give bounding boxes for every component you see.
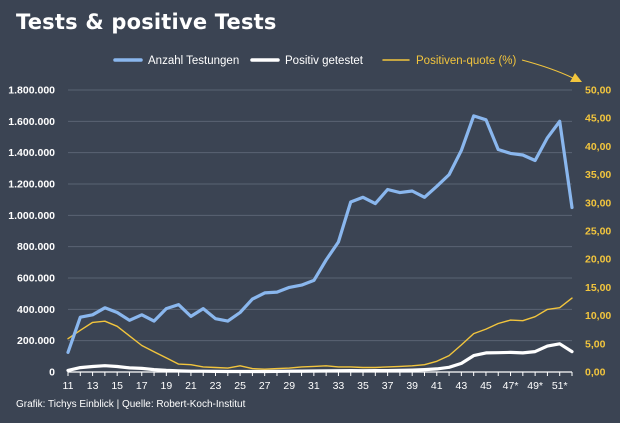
right-tick-label: 15,00 (585, 282, 611, 294)
x-tick-label: 19 (160, 380, 172, 392)
legend-label: Anzahl Testungen (148, 55, 239, 67)
legend-arrow-line (521, 59, 574, 79)
left-tick-label: 200.000 (17, 335, 55, 347)
right-tick-label: 20,00 (585, 254, 611, 266)
series-line-1 (66, 114, 574, 354)
right-tick-label: 5,00 (585, 338, 606, 350)
chart-title: Tests & positive Tests (16, 10, 277, 34)
source-note: Grafik: Tichys Einblick | Quelle: Robert… (16, 399, 246, 410)
x-tick-label: 31 (308, 380, 320, 392)
right-tick-label: 35,00 (585, 169, 611, 181)
right-tick-label: 50,00 (585, 85, 611, 97)
left-tick-label: 1.800.000 (8, 85, 55, 97)
x-tick-label: 51* (552, 380, 568, 392)
x-axis: 11 13 15 17 19 21 23 25 27 29 31 33 35 37 39 41 43 45 47* 4… (63, 371, 573, 392)
x-tick-label: 27 (259, 380, 271, 392)
x-tick-label: 33 (333, 380, 345, 392)
x-tick-label: 29 (283, 380, 295, 392)
legend-arrow-head (570, 73, 582, 82)
left-tick-label: 1.600.000 (8, 116, 55, 128)
series-line-3 (67, 297, 573, 370)
x-tick-label: 35 (357, 380, 369, 392)
series-line-2 (66, 342, 574, 374)
right-tick-label: 40,00 (585, 141, 611, 153)
right-tick-label: 30,00 (585, 197, 611, 209)
x-tick-label: 47* (503, 380, 519, 392)
x-tick-label: 23 (210, 380, 222, 392)
x-tick-label: 49* (527, 380, 543, 392)
x-tick-label: 25 (234, 380, 246, 392)
legend: Anzahl Testungen Positiv getestet Positive… (113, 55, 582, 82)
x-tick-label: 17 (136, 380, 148, 392)
x-tick-label: 43 (456, 380, 468, 392)
grid-lines (68, 89, 572, 342)
left-tick-label: 1.000.000 (8, 210, 55, 222)
right-tick-label: 0,00 (585, 367, 606, 379)
left-tick-label: 1.400.000 (8, 147, 55, 159)
left-axis: 0 200.000 400.000 600.000 800.000 1.000.000 1.… (8, 85, 55, 379)
left-tick-label: 600.000 (17, 273, 55, 285)
x-tick-label: 11 (63, 380, 74, 392)
right-axis: 0,00 5,00 10,00 15,00 20,00 25,00 30,00 35,00 40… (585, 85, 611, 379)
legend-label: Positiv getestet (285, 55, 364, 67)
x-tick-label: 39 (406, 380, 418, 392)
right-tick-label: 25,00 (585, 226, 611, 238)
left-tick-label: 0 (49, 367, 55, 379)
right-tick-label: 45,00 (585, 113, 611, 125)
x-tick-label: 13 (87, 380, 99, 392)
x-tick-label: 21 (185, 380, 197, 392)
x-tick-label: 15 (111, 380, 123, 392)
left-tick-label: 1.200.000 (8, 179, 55, 191)
series-lines (66, 114, 574, 374)
right-tick-label: 10,00 (585, 310, 611, 322)
legend-label: Positiven-quote (%) (416, 55, 517, 67)
x-tick-label: 37 (382, 380, 394, 392)
x-tick-label: 41 (431, 380, 443, 392)
x-tick-label: 45 (480, 380, 492, 392)
left-tick-label: 800.000 (17, 241, 55, 253)
left-tick-label: 400.000 (17, 304, 55, 316)
